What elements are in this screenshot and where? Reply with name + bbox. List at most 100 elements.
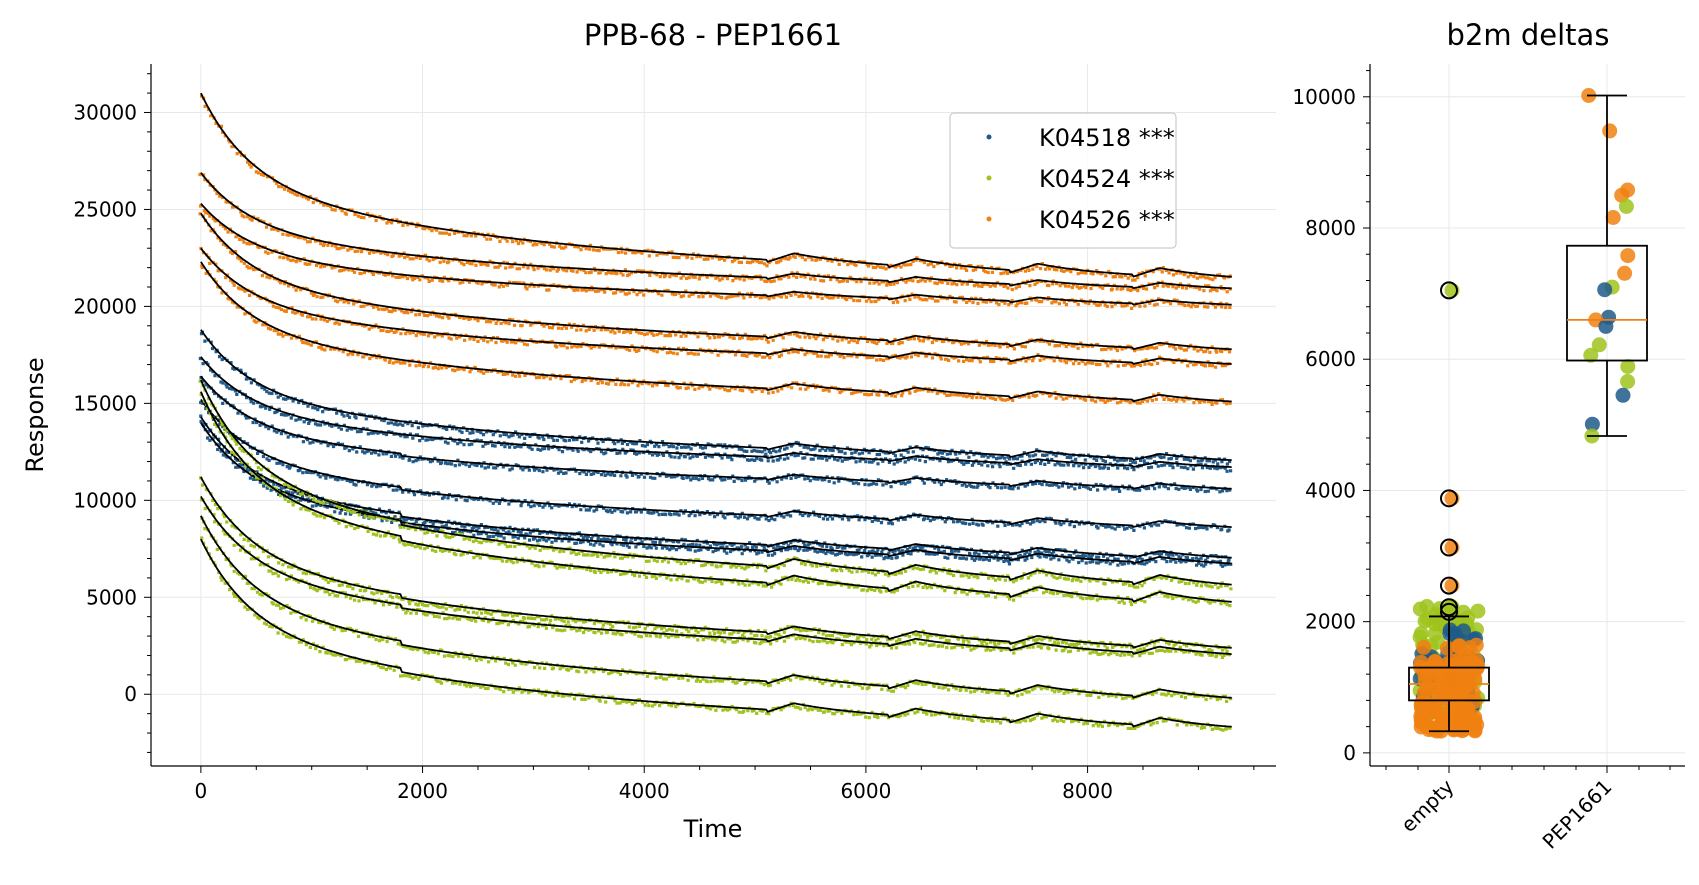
trace-k04526-1 — [198, 172, 1232, 294]
data-point — [1451, 638, 1467, 654]
legend-marker-k04526 — [986, 216, 992, 222]
data-point — [1467, 671, 1483, 687]
data-point — [1416, 639, 1432, 655]
trace-k04526-5 — [200, 261, 1232, 407]
trace-k04518-2 — [199, 375, 1232, 494]
trace-fit-line — [200, 476, 1232, 649]
trace-fit-line — [200, 247, 1232, 365]
outlier-marker — [1440, 489, 1458, 508]
data-point — [1431, 662, 1447, 678]
trace-fit-line — [200, 92, 1232, 278]
legend-marker-k04524 — [986, 175, 992, 181]
trace-k04526-4 — [199, 246, 1232, 369]
left-y-ticks: 0 5000 10000 15000 20000 25000 30000 — [73, 73, 151, 753]
trace-fit-line — [200, 329, 1232, 461]
outlier-marker — [1440, 281, 1458, 300]
trace-fit-line — [200, 391, 1232, 603]
data-point — [1597, 282, 1613, 298]
outlier-marker — [1440, 576, 1458, 595]
trace-fit-line — [200, 515, 1232, 699]
trace-k04524-4 — [200, 515, 1233, 703]
left-panel: 0 2000 4000 6000 8000 0 5000 10000 15000 20000 25… — [21, 18, 1276, 843]
trace-k04524-5 — [200, 536, 1232, 732]
trace-fit-line — [200, 203, 1232, 306]
left-axes — [150, 64, 1276, 767]
left-x-tick-label: 4000 — [619, 779, 670, 803]
data-point — [1470, 603, 1486, 619]
data-point — [1617, 265, 1633, 281]
left-y-axis-label: Response — [21, 357, 49, 472]
trace-fit-line — [200, 375, 1232, 490]
trace-points — [199, 246, 1231, 369]
legend-marker-k04518 — [986, 134, 992, 140]
right-y-tick-label: 10000 — [1292, 85, 1356, 109]
outlier-marker — [1440, 538, 1458, 557]
trace-fit-line — [200, 356, 1232, 468]
trace-k04524-3 — [199, 495, 1232, 659]
data-point — [1591, 337, 1607, 353]
trace-k04526-3 — [198, 212, 1232, 354]
right-y-tick-label: 6000 — [1305, 347, 1356, 371]
data-point — [1584, 416, 1600, 432]
left-x-axis-label: Time — [683, 815, 743, 843]
legend-label-k04526: K04526 *** — [1039, 206, 1175, 234]
data-point — [1620, 359, 1636, 374]
data-point — [1614, 187, 1630, 203]
data-point — [1618, 198, 1634, 214]
left-traces — [198, 92, 1233, 732]
boxplot-pep1661 — [1566, 94, 1648, 437]
right-chart-title: b2m deltas — [1447, 18, 1610, 52]
data-point — [1598, 318, 1614, 334]
trace-k04526-2 — [199, 203, 1232, 310]
data-point — [1456, 721, 1472, 737]
right-y-tick-label: 2000 — [1305, 610, 1356, 634]
trace-points — [199, 476, 1231, 653]
left-y-tick-label: 10000 — [73, 488, 137, 512]
left-y-tick-label: 0 — [124, 682, 137, 706]
left-x-ticks: 0 2000 4000 6000 8000 — [195, 766, 1255, 803]
data-point — [1413, 626, 1429, 641]
trace-k04526-0 — [200, 92, 1232, 282]
trace-k04524-2 — [199, 476, 1232, 653]
trace-fit-line — [200, 261, 1232, 403]
trace-k04524-0 — [198, 379, 1233, 591]
legend-label-k04518: K04518 *** — [1039, 124, 1175, 152]
legend: K04518 *** K04524 *** K04526 *** — [949, 112, 1177, 249]
trace-points — [200, 264, 1232, 407]
data-point — [1442, 622, 1458, 638]
data-point — [1605, 210, 1621, 225]
data-point — [1615, 387, 1631, 403]
trace-k04518-3 — [199, 398, 1232, 533]
data-point — [1602, 123, 1618, 139]
right-y-ticks: 0 2000 4000 6000 8000 10000 — [1292, 70, 1370, 765]
left-x-tick-label: 2000 — [397, 779, 448, 803]
data-point — [1415, 710, 1431, 725]
data-point — [1427, 616, 1443, 632]
left-y-tick-label: 20000 — [73, 294, 137, 318]
box — [1566, 244, 1648, 362]
left-y-tick-label: 15000 — [73, 391, 137, 415]
left-y-tick-label: 30000 — [73, 100, 137, 124]
left-y-tick-label: 5000 — [86, 585, 137, 609]
outlier-marker — [1440, 598, 1458, 617]
right-y-tick-label: 0 — [1343, 741, 1356, 765]
trace-fit-line — [200, 172, 1232, 290]
right-boxes — [1408, 94, 1648, 733]
right-axes — [1369, 64, 1685, 767]
trace-fit-line — [200, 212, 1232, 351]
trace-fit-line — [200, 379, 1232, 586]
left-chart-title: PPB-68 - PEP1661 — [584, 18, 842, 52]
trace-k04524-1 — [199, 391, 1232, 608]
trace-points — [199, 498, 1231, 659]
trace-points — [199, 400, 1231, 533]
legend-label-k04524: K04524 *** — [1039, 165, 1175, 193]
boxplot-empty — [1408, 281, 1490, 733]
trace-fit-line — [200, 495, 1232, 655]
data-point — [1620, 374, 1636, 389]
trace-fit-line — [200, 398, 1232, 528]
right-y-tick-label: 4000 — [1305, 478, 1356, 502]
trace-points — [200, 516, 1233, 703]
data-point — [1412, 601, 1428, 617]
